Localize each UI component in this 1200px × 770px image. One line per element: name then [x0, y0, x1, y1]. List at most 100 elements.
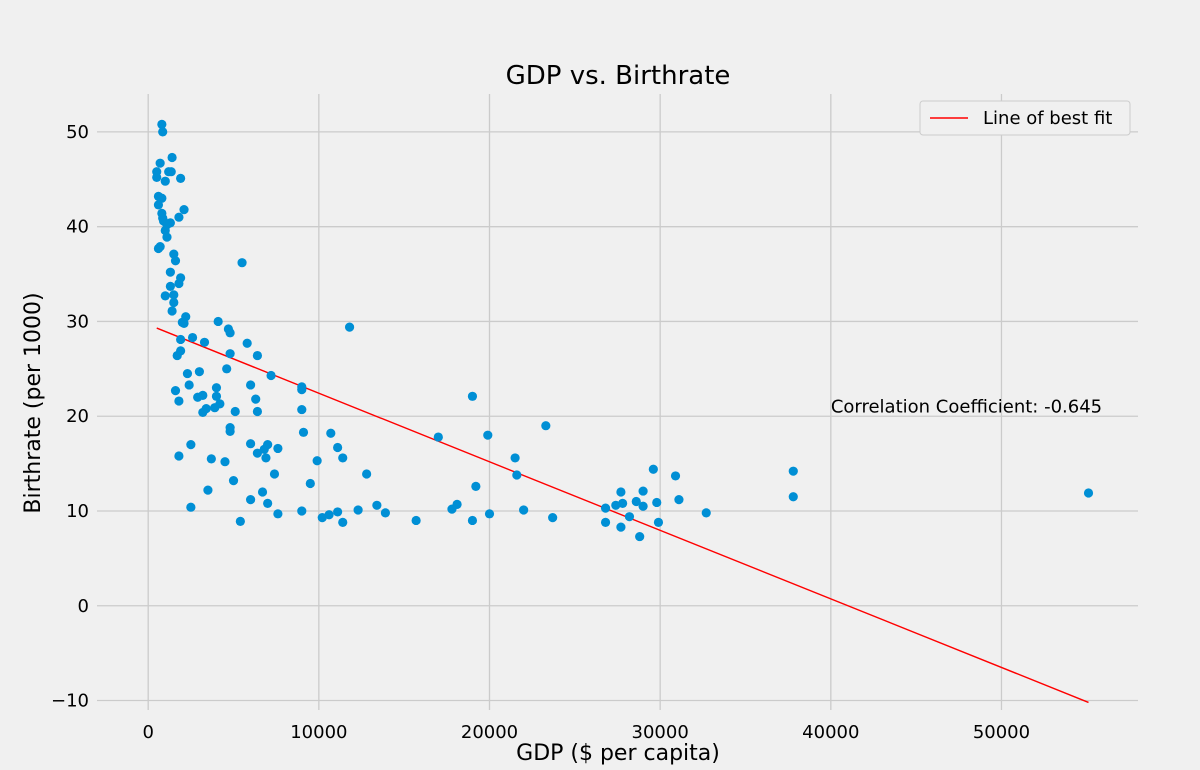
scatter-point [611, 500, 621, 510]
scatter-point [167, 152, 177, 163]
scatter-point [269, 469, 280, 479]
scatter-point [179, 318, 189, 328]
scatter-point [155, 158, 165, 168]
scatter-point [648, 464, 658, 474]
scatter-point [297, 404, 307, 415]
scatter-point [616, 487, 626, 497]
scatter-point [220, 457, 230, 467]
scatter-point [353, 505, 363, 515]
scatter-point [548, 513, 558, 523]
scatter-point [225, 328, 235, 338]
scatter-point [245, 495, 256, 505]
scatter-point [152, 172, 162, 182]
scatter-point [182, 368, 193, 379]
x-tick-label: 50000 [973, 722, 1030, 743]
y-axis-label: Birthrate (per 1000) [21, 292, 46, 513]
scatter-point [333, 442, 343, 453]
scatter-point [252, 406, 263, 417]
scatter-point [213, 316, 223, 327]
scatter-point [484, 509, 495, 519]
scatter-point [160, 176, 170, 186]
y-tick-label: 20 [66, 406, 89, 427]
x-tick-label: 30000 [632, 722, 689, 743]
scatter-point [252, 448, 263, 458]
scatter-point [162, 232, 172, 242]
scatter-point [273, 443, 283, 454]
scatter-point [199, 337, 210, 347]
scatter-point [512, 470, 522, 480]
legend-label: Line of best fit [983, 108, 1112, 129]
scatter-point [338, 517, 348, 527]
scatter-point [652, 497, 662, 508]
scatter-point [186, 502, 196, 512]
scatter-point [222, 364, 232, 374]
y-tick-label: 30 [66, 311, 89, 332]
scatter-point [160, 291, 170, 301]
scatter-point [245, 380, 256, 390]
scatter-point [344, 322, 355, 332]
scatter-point [165, 267, 175, 277]
scatter-point [174, 396, 184, 406]
scatter-point [235, 516, 245, 527]
scatter-point [184, 380, 194, 390]
scatter-point [653, 517, 664, 527]
scatter-point [541, 421, 551, 431]
scatter-point [170, 386, 181, 396]
scatter-point [176, 173, 186, 183]
scatter-point [433, 432, 443, 442]
scatter-point [600, 503, 611, 513]
data-points [152, 119, 1094, 542]
scatter-point [210, 403, 220, 413]
scatter-point [411, 515, 421, 526]
scatter-point [198, 407, 208, 418]
scatter-point [211, 391, 222, 401]
scatter-point [179, 205, 189, 215]
legend-box [919, 100, 1131, 136]
scatter-point [157, 119, 167, 129]
scatter-point [616, 522, 626, 532]
scatter-point [788, 466, 798, 476]
y-tick-labels: −10 0 10 20 30 40 50 [51, 122, 89, 712]
scatter-point [600, 517, 611, 527]
scatter-point [252, 350, 263, 361]
scatter-point [158, 127, 168, 137]
scatter-point [317, 513, 327, 523]
scatter-point [176, 334, 186, 345]
scatter-point [326, 428, 336, 438]
scatter-point [237, 258, 247, 268]
y-tick-label: 40 [66, 217, 89, 238]
scatter-point [312, 456, 322, 466]
scatter-point [483, 430, 493, 440]
scatter-point [519, 505, 529, 515]
x-tick-label: 40000 [802, 722, 859, 743]
scatter-point [166, 167, 176, 177]
scatter-point [242, 338, 252, 348]
scatter-point [467, 391, 478, 401]
scatter-point [174, 278, 184, 289]
scatter-point [635, 531, 645, 542]
scatter-point [165, 281, 175, 291]
scatter-point [674, 495, 684, 505]
scatter-point [186, 440, 196, 450]
scatter-point [169, 290, 179, 300]
scatter-point [174, 212, 184, 222]
scatter-point [167, 306, 177, 316]
scatter-point [257, 487, 268, 497]
y-tick-label: 10 [66, 501, 89, 522]
scatter-point [510, 453, 520, 463]
scatter-point [169, 297, 179, 308]
scatter-point [788, 492, 798, 502]
correlation-annotation: Correlation Coefficient: -0.645 [831, 396, 1102, 417]
x-tick-labels: 0 10000 20000 30000 40000 50000 [142, 722, 1030, 743]
scatter-point [638, 486, 648, 496]
scatter-point [230, 406, 240, 417]
scatter-point [362, 469, 372, 479]
y-tick-label: 50 [66, 122, 89, 143]
scatter-point [1083, 488, 1094, 498]
scatter-point [631, 496, 641, 507]
scatter-point [203, 485, 213, 495]
scatter-point [211, 383, 222, 393]
scatter-point [305, 478, 315, 489]
